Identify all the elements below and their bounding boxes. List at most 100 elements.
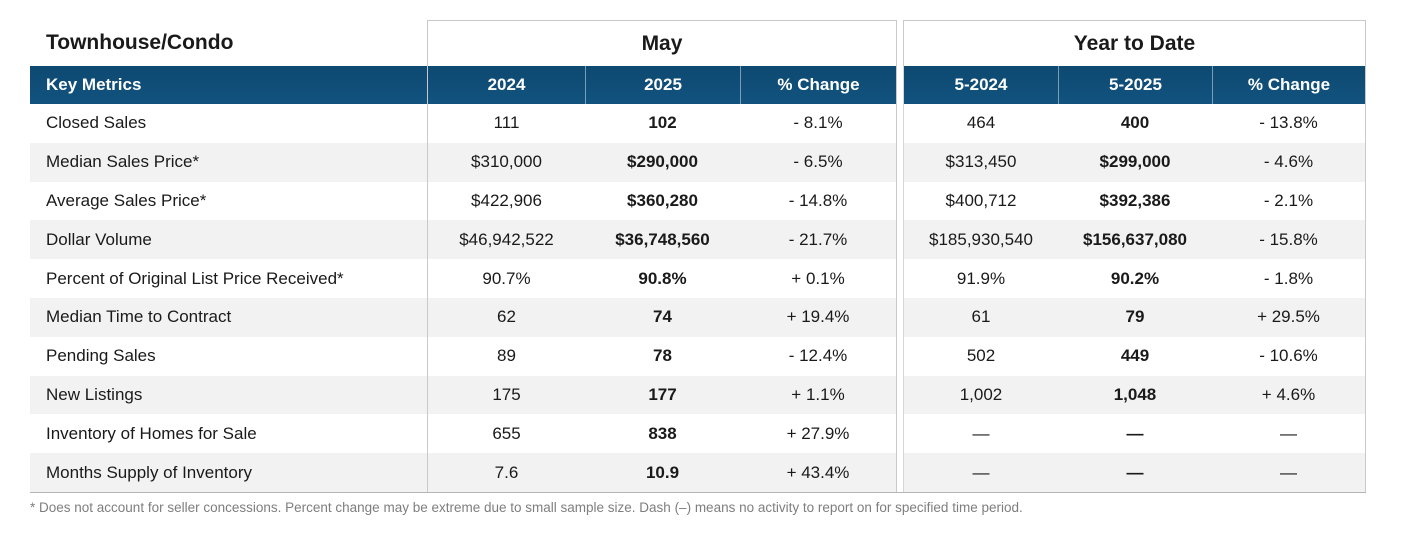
ytd-5-2025-value: $156,637,080 [1058, 220, 1212, 260]
may-2025-value: 78 [585, 336, 740, 376]
column-header-row: Key Metrics 2024 2025 % Change 5-2024 5-… [30, 66, 1366, 104]
ytd-5-2024-value: 61 [903, 297, 1058, 337]
may-2025-value: 74 [585, 297, 740, 337]
ytd-percent-change: — [1212, 414, 1366, 454]
group-header-ytd: Year to Date [903, 20, 1366, 66]
may-2024-value: 7.6 [427, 453, 585, 492]
may-2025-value: 10.9 [585, 453, 740, 492]
section-gap [897, 259, 903, 298]
table-row: Inventory of Homes for Sale 655 838 + 27… [30, 414, 1366, 454]
group-title-row: Townhouse/Condo May Year to Date [30, 20, 1366, 66]
metric-label: Dollar Volume [30, 220, 427, 260]
section-gap [897, 142, 903, 182]
may-2024-value: 89 [427, 336, 585, 376]
may-2024-value: $46,942,522 [427, 220, 585, 260]
metric-label: Inventory of Homes for Sale [30, 414, 427, 454]
may-2024-value: $310,000 [427, 142, 585, 182]
ytd-5-2025-value: — [1058, 414, 1212, 454]
may-percent-change: + 19.4% [740, 297, 897, 337]
section-gap [897, 104, 903, 143]
metric-label: Median Sales Price* [30, 142, 427, 182]
may-2024-value: 111 [427, 104, 585, 143]
metric-label: Average Sales Price* [30, 181, 427, 221]
table-row: Percent of Original List Price Received*… [30, 259, 1366, 298]
may-percent-change: + 1.1% [740, 375, 897, 415]
may-2025-value: 838 [585, 414, 740, 454]
key-metrics-report: Townhouse/Condo May Year to Date Key Met… [30, 20, 1366, 493]
column-header-may-2025: 2025 [585, 66, 740, 104]
ytd-percent-change: — [1212, 453, 1366, 492]
ytd-5-2025-value: 449 [1058, 336, 1212, 376]
ytd-5-2025-value: 79 [1058, 297, 1212, 337]
column-header-ytd-change: % Change [1212, 66, 1366, 104]
column-header-may-2024: 2024 [427, 66, 585, 104]
ytd-5-2025-value: 1,048 [1058, 375, 1212, 415]
ytd-5-2024-value: 1,002 [903, 375, 1058, 415]
ytd-5-2024-value: — [903, 453, 1058, 492]
section-gap [897, 336, 903, 376]
section-gap [897, 181, 903, 221]
may-2025-value: $360,280 [585, 181, 740, 221]
ytd-percent-change: - 13.8% [1212, 104, 1366, 143]
may-2024-value: 62 [427, 297, 585, 337]
ytd-5-2024-value: 91.9% [903, 259, 1058, 298]
ytd-5-2025-value: $392,386 [1058, 181, 1212, 221]
table-row: Closed Sales 111 102 - 8.1% 464 400 - 13… [30, 104, 1366, 143]
table-row: Months Supply of Inventory 7.6 10.9 + 43… [30, 453, 1366, 492]
ytd-percent-change: - 15.8% [1212, 220, 1366, 260]
footnote: * Does not account for seller concession… [30, 500, 1023, 515]
section-gap [897, 414, 903, 454]
may-2025-value: 177 [585, 375, 740, 415]
ytd-5-2024-value: 464 [903, 104, 1058, 143]
may-2025-value: 102 [585, 104, 740, 143]
may-percent-change: - 6.5% [740, 142, 897, 182]
column-header-ytd-2025: 5-2025 [1058, 66, 1212, 104]
may-percent-change: + 43.4% [740, 453, 897, 492]
may-percent-change: + 27.9% [740, 414, 897, 454]
may-2024-value: 175 [427, 375, 585, 415]
table-row: Dollar Volume $46,942,522 $36,748,560 - … [30, 220, 1366, 260]
may-2024-value: 90.7% [427, 259, 585, 298]
table-row: New Listings 175 177 + 1.1% 1,002 1,048 … [30, 375, 1366, 415]
ytd-percent-change: + 29.5% [1212, 297, 1366, 337]
ytd-5-2024-value: $185,930,540 [903, 220, 1058, 260]
metric-label: Closed Sales [30, 104, 427, 143]
ytd-percent-change: + 4.6% [1212, 375, 1366, 415]
may-2025-value: $36,748,560 [585, 220, 740, 260]
table-body: Closed Sales 111 102 - 8.1% 464 400 - 13… [30, 104, 1366, 493]
metric-label: Percent of Original List Price Received* [30, 259, 427, 298]
may-2024-value: 655 [427, 414, 585, 454]
column-header-ytd-2024: 5-2024 [903, 66, 1058, 104]
ytd-percent-change: - 4.6% [1212, 142, 1366, 182]
ytd-5-2025-value: $299,000 [1058, 142, 1212, 182]
may-percent-change: + 0.1% [740, 259, 897, 298]
ytd-5-2025-value: — [1058, 453, 1212, 492]
metric-label: New Listings [30, 375, 427, 415]
table-row: Median Time to Contract 62 74 + 19.4% 61… [30, 297, 1366, 337]
may-2024-value: $422,906 [427, 181, 585, 221]
ytd-5-2024-value: — [903, 414, 1058, 454]
report-title: Townhouse/Condo [46, 31, 234, 54]
column-header-may-change: % Change [740, 66, 897, 104]
metric-label: Months Supply of Inventory [30, 453, 427, 492]
metric-label: Median Time to Contract [30, 297, 427, 337]
section-gap [897, 20, 903, 66]
section-gap [897, 375, 903, 415]
metric-label: Pending Sales [30, 336, 427, 376]
ytd-percent-change: - 2.1% [1212, 181, 1366, 221]
ytd-5-2025-value: 400 [1058, 104, 1212, 143]
section-gap [897, 220, 903, 260]
ytd-percent-change: - 10.6% [1212, 336, 1366, 376]
may-percent-change: - 8.1% [740, 104, 897, 143]
may-percent-change: - 12.4% [740, 336, 897, 376]
ytd-percent-change: - 1.8% [1212, 259, 1366, 298]
ytd-5-2024-value: 502 [903, 336, 1058, 376]
table-row: Pending Sales 89 78 - 12.4% 502 449 - 10… [30, 336, 1366, 376]
may-2025-value: $290,000 [585, 142, 740, 182]
group-header-may: May [427, 20, 897, 66]
ytd-5-2024-value: $313,450 [903, 142, 1058, 182]
section-gap [897, 297, 903, 337]
ytd-5-2024-value: $400,712 [903, 181, 1058, 221]
table-row: Average Sales Price* $422,906 $360,280 -… [30, 181, 1366, 221]
section-gap [897, 66, 903, 104]
